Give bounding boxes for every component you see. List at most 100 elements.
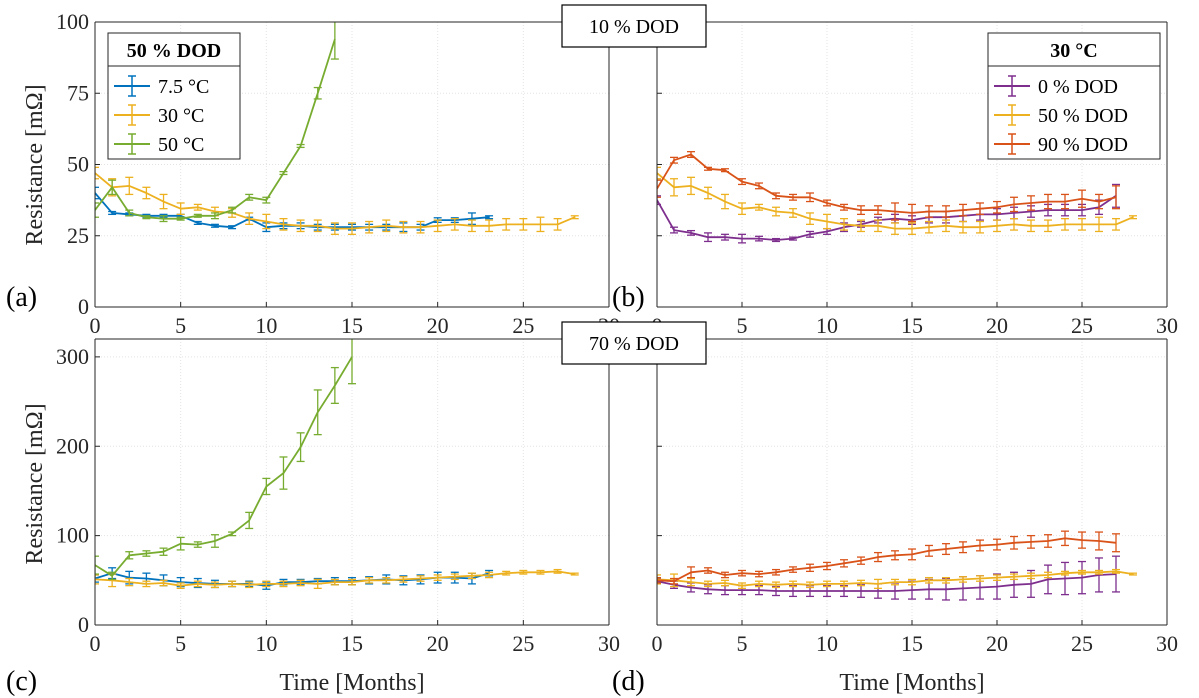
ylabel-a: Resistance [mΩ] [22,84,48,245]
errorbar-d-2-17 [942,543,950,556]
errorbar-c-1-14 [330,578,339,586]
errorbar-a-2-7 [210,212,219,220]
errorbar-a-1-26 [536,216,545,233]
errorbar-d-1-14 [891,578,899,586]
errorbar-d-1-20 [993,574,1001,581]
errorbar-d-0-26 [1095,557,1103,593]
errorbar-b-2-27 [1112,185,1120,210]
legend-b-entry-2: 90 % DOD [994,133,1128,156]
panel-letter-b: (b) [612,282,645,313]
errorbar-c-1-19 [416,575,425,582]
errorbar-d-1-10 [823,580,831,588]
errorbar-b-2-21 [1010,196,1018,213]
errorbar-b-2-2 [687,151,695,159]
errorbar-b-1-27 [1112,217,1120,231]
errorbar-c-2-7 [210,534,219,548]
errorbar-a-1-21 [450,217,459,231]
errorbar-c-1-6 [193,580,202,588]
xlabel-d: Time [Months] [839,670,984,696]
errorbar-b-2-8 [789,193,797,201]
errorbar-b-2-1 [670,156,678,164]
xtick-label-d-2: 10 [816,631,838,656]
errorbar-c-2-14 [330,366,339,405]
errorbar-b-1-26 [1095,216,1103,233]
errorbar-c-1-15 [348,578,356,586]
legend-a-label-2: 50 °C [158,134,204,156]
errorbar-b-2-16 [925,205,933,218]
errorbar-c-1-10 [262,580,271,588]
series-line-b-0 [657,195,1117,241]
errorbar-c-1-20 [433,574,442,581]
errorbar-b-1-5 [738,202,746,216]
xtick-label-d-6: 30 [1156,631,1178,656]
errorbar-a-2-14 [330,22,339,60]
errorbar-b-1-23 [1044,219,1052,233]
errorbar-d-1-8 [789,580,797,588]
row-title-bottom-text: 70 % DOD [589,333,679,355]
errorbar-b-1-19 [976,220,984,234]
errorbar-c-1-28 [570,572,579,576]
xtick-label-d-5: 25 [1071,631,1093,656]
errorbar-c-2-2 [125,551,134,560]
legend-b-title: 30 °C [1050,40,1097,62]
errorbar-b-1-2 [687,176,695,196]
ylabel-c: Resistance [mΩ] [22,403,48,564]
errorbar-a-0-1 [108,210,117,216]
xtick-label-b-4: 20 [986,313,1008,338]
series-b-0 [657,183,1120,244]
errorbar-c-1-18 [399,576,408,583]
errorbar-b-2-5 [738,178,746,186]
errorbar-a-1-11 [279,217,288,231]
errorbar-a-1-10 [262,213,271,230]
errorbar-c-2-10 [262,477,271,496]
errorbar-b-1-11 [840,217,848,231]
errorbar-c-1-9 [245,581,254,589]
errorbar-a-1-4 [159,193,168,210]
errorbar-d-1-9 [806,581,814,589]
series-line-c-2 [95,356,353,577]
errorbar-b-1-13 [874,219,882,233]
errorbar-c-1-4 [159,579,168,587]
xtick-label-c-4: 20 [427,631,449,656]
errorbar-c-1-22 [467,572,476,580]
errorbar-b-2-20 [993,200,1001,214]
errorbar-d-2-27 [1112,533,1120,553]
legend-a-label-1: 30 °C [158,105,204,127]
ytick-label-a-0: 0 [78,294,89,319]
errorbar-b-2-14 [891,202,899,221]
xtick-label-d-0: 0 [652,631,663,656]
errorbar-b-1-24 [1061,217,1069,231]
legend-a: 50 % DOD 7.5 °C 30 °C 50 °C [107,32,241,160]
series-b-2 [657,151,1120,223]
row-title-top: 10 % DOD [561,4,707,48]
errorbar-d-2-24 [1061,530,1069,547]
errorbar-a-1-15 [348,222,356,235]
panel-letter-c: (c) [6,666,37,697]
errorbar-a-1-18 [399,220,408,234]
errorbar-c-1-27 [553,568,562,574]
errorbar-a-0-6 [193,220,202,226]
xlabel-c: Time [Months] [279,670,424,696]
xtick-label-a-5: 25 [512,313,534,338]
errorbar-a-2-6 [193,213,202,218]
errorbar-b-1-8 [789,208,797,218]
errorbar-a-2-9 [245,193,254,201]
errorbar-a-1-17 [382,219,391,233]
errorbar-d-2-4 [721,571,729,579]
errorbar-d-1-18 [959,576,967,583]
errorbar-a-1-12 [296,219,305,233]
errorbar-b-2-3 [704,166,712,171]
errorbar-a-2-5 [176,216,185,221]
errorbar-d-2-5 [738,569,746,577]
errorbar-a-1-16 [365,220,374,234]
errorbar-d-1-22 [1027,572,1035,580]
errorbar-c-1-26 [536,569,545,575]
errorbar-b-1-1 [670,178,678,197]
errorbar-b-2-0 [657,179,661,198]
errorbar-c-2-1 [108,571,117,581]
errorbar-c-2-3 [142,550,151,557]
row-title-bottom: 70 % DOD [561,321,707,365]
errorbar-b-1-16 [925,220,933,234]
ytick-label-c-0: 0 [78,612,89,637]
errorbar-c-2-11 [279,456,288,490]
